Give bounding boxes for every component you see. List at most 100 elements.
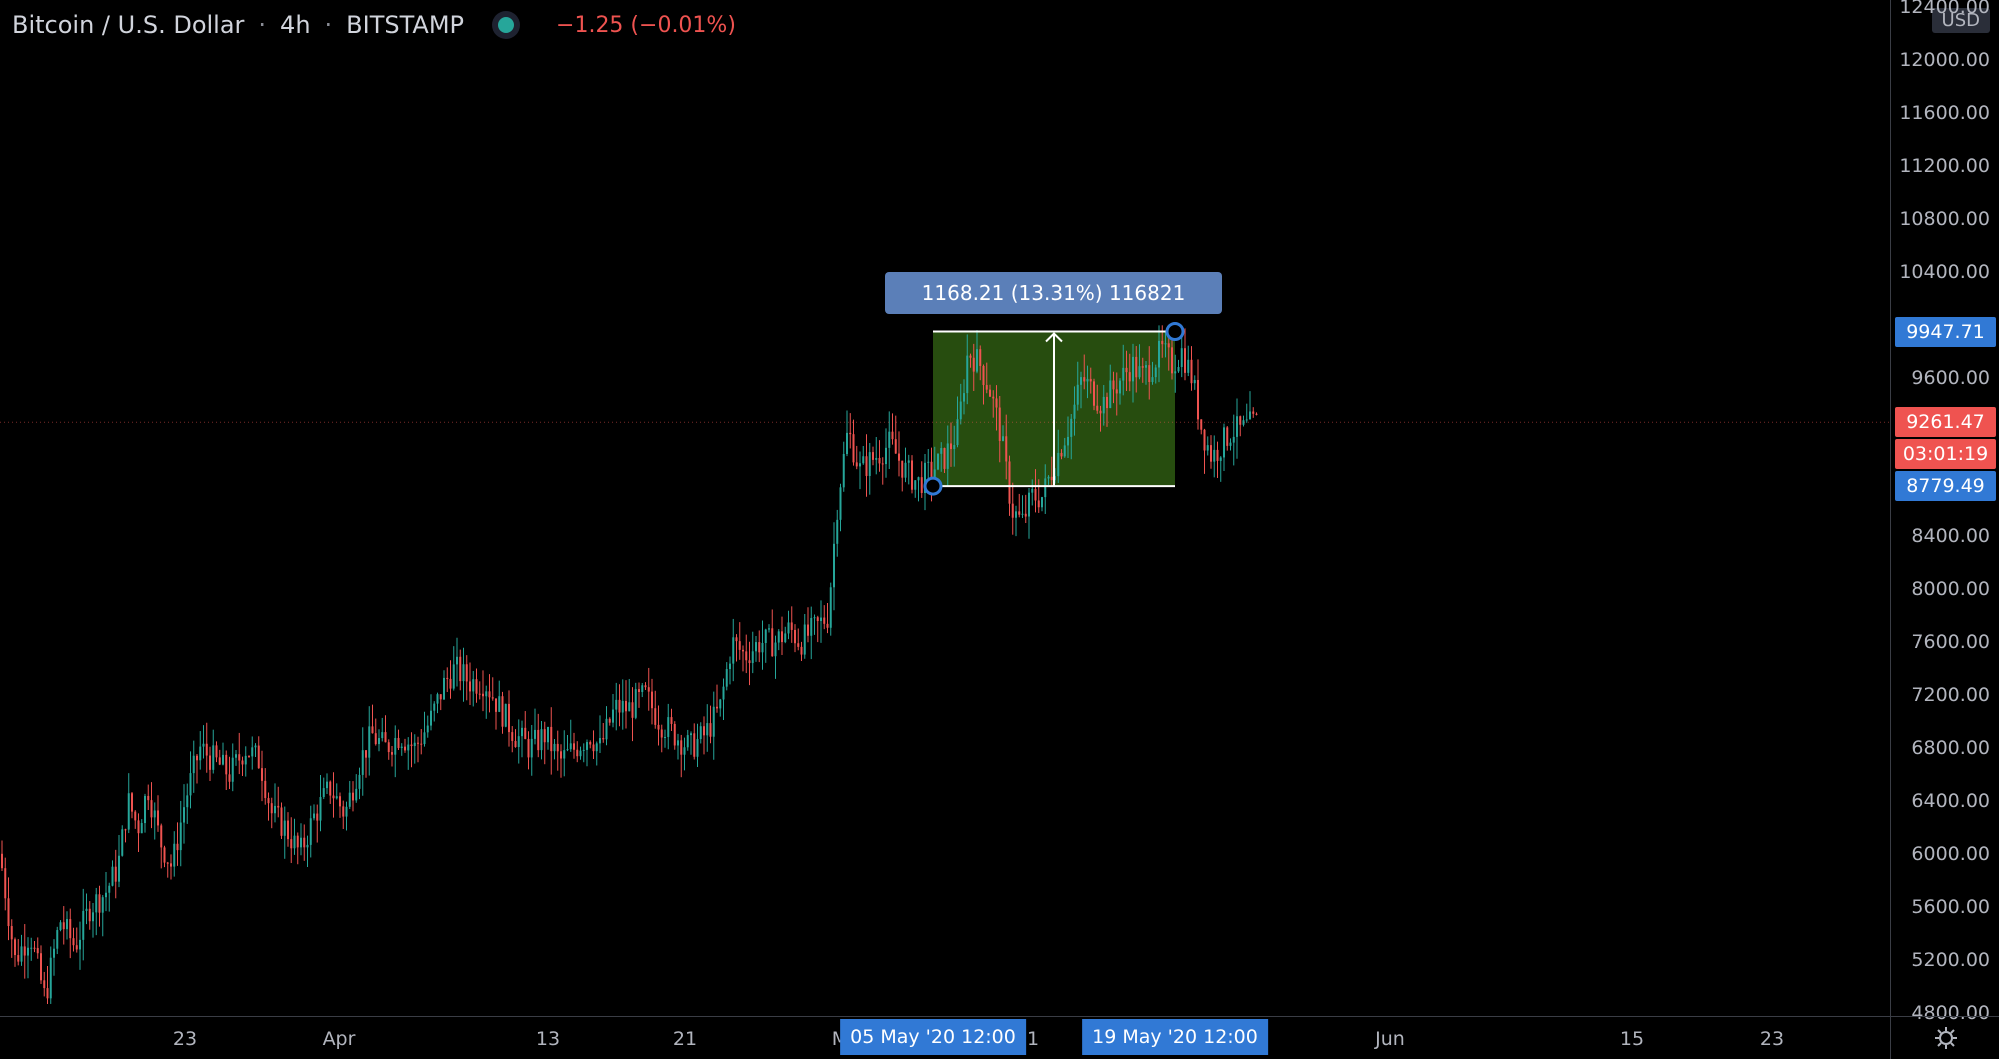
candle-body [628,702,631,712]
candle-body [10,926,13,940]
candle-body [488,691,491,698]
candle-body [1200,419,1203,430]
candle-body [1044,478,1047,498]
time-tick: 13 [535,1028,561,1050]
candlestick-chart[interactable] [0,0,1890,1016]
candle-body [530,738,533,758]
candle-body [449,678,452,689]
candle-body [641,685,644,693]
candle-body [963,393,965,402]
candle-body [33,947,36,949]
candle-body [365,750,367,758]
price-tick: 6800.00 [1911,736,1990,759]
candle-body [527,738,530,758]
candle-body [787,622,790,634]
price-change: −1.25 (−0.01%) [556,12,736,38]
chart-area[interactable]: Bitcoin / U.S. Dollar · 4h · BITSTAMP −1… [0,0,1890,1016]
candle-body [290,839,293,849]
candle-body [173,843,176,867]
candle-body [654,708,657,725]
price-axis[interactable]: USD 12400.00 12000.00 11600.00 11200.00 1080… [1890,0,1999,1024]
candle-body [280,807,283,836]
currency-badge[interactable]: USD [1931,8,1990,33]
candle-body [644,685,647,688]
candle-body [651,691,653,709]
candle-body [920,477,923,493]
candle-body [1128,372,1131,382]
candle-body [1060,452,1063,457]
candle-body [183,807,185,823]
candle-body [992,396,995,399]
candle-body [1093,381,1095,406]
candle-body [1242,420,1245,425]
candle-body [1086,378,1089,382]
candle-body [1011,503,1014,518]
candle-body [218,757,221,765]
candle-body [849,432,852,435]
candle-body [1050,476,1053,481]
candle-body [1080,377,1082,385]
candle-body [576,749,579,757]
candle-body [979,349,982,366]
candle-body [400,746,403,749]
candle-body [631,702,634,718]
candle-body [868,452,871,476]
price-tick: 10400.00 [1899,260,1990,283]
candle-body [387,742,390,753]
candle-body [989,389,991,397]
candle-body [316,813,319,821]
price-label-high: 9947.71 [1895,316,1996,347]
candle-body [566,749,569,751]
exchange[interactable]: BITSTAMP [346,11,465,39]
price-tick: 4800.00 [1911,1001,1990,1024]
candle-body [738,641,741,650]
candle-body [43,980,46,989]
candle-body [1141,366,1144,368]
settings-corner[interactable] [1890,1016,1999,1059]
candle-body [859,463,861,467]
candle-body [1135,356,1138,378]
candle-body [277,805,280,808]
interval[interactable]: 4h [280,11,311,39]
candle-body [872,452,874,460]
candle-body [1002,436,1004,441]
candle-body [1102,396,1105,414]
candle-body [1249,411,1251,420]
candle-body [92,912,94,922]
separator-dot: · [324,11,333,39]
candle-body [579,750,582,757]
candle-body [293,835,296,849]
candle-body [1073,404,1076,419]
candle-body [959,401,962,420]
candle-body [417,742,419,744]
candle-body [501,696,504,727]
candle-body [1005,436,1008,462]
candle-body [706,723,709,736]
candle-body [300,837,302,848]
symbol-name[interactable]: Bitcoin / U.S. Dollar [12,11,245,39]
price-tick: 12400.00 [1899,0,1990,19]
market-status-icon[interactable] [498,17,515,33]
candle-body [846,432,848,455]
candle-body [241,760,244,765]
candle-body [914,480,917,490]
price-tick: 5200.00 [1911,948,1990,971]
candle-body [1151,377,1154,383]
candle-body [423,732,426,745]
candle-body [547,726,549,743]
candle-body [517,736,520,748]
candle-body [40,953,42,981]
candle-body [49,957,52,999]
candle-body [930,461,933,478]
candle-body [683,747,686,755]
measure-arrow-head [1045,332,1063,343]
candle-body [4,868,7,899]
candle-body [491,697,494,699]
candle-body [1219,457,1222,461]
candle-body [189,773,192,796]
candle-body [384,732,387,743]
candle-body [875,457,878,460]
candle-body [114,866,117,882]
gear-icon[interactable] [1933,1025,1959,1051]
